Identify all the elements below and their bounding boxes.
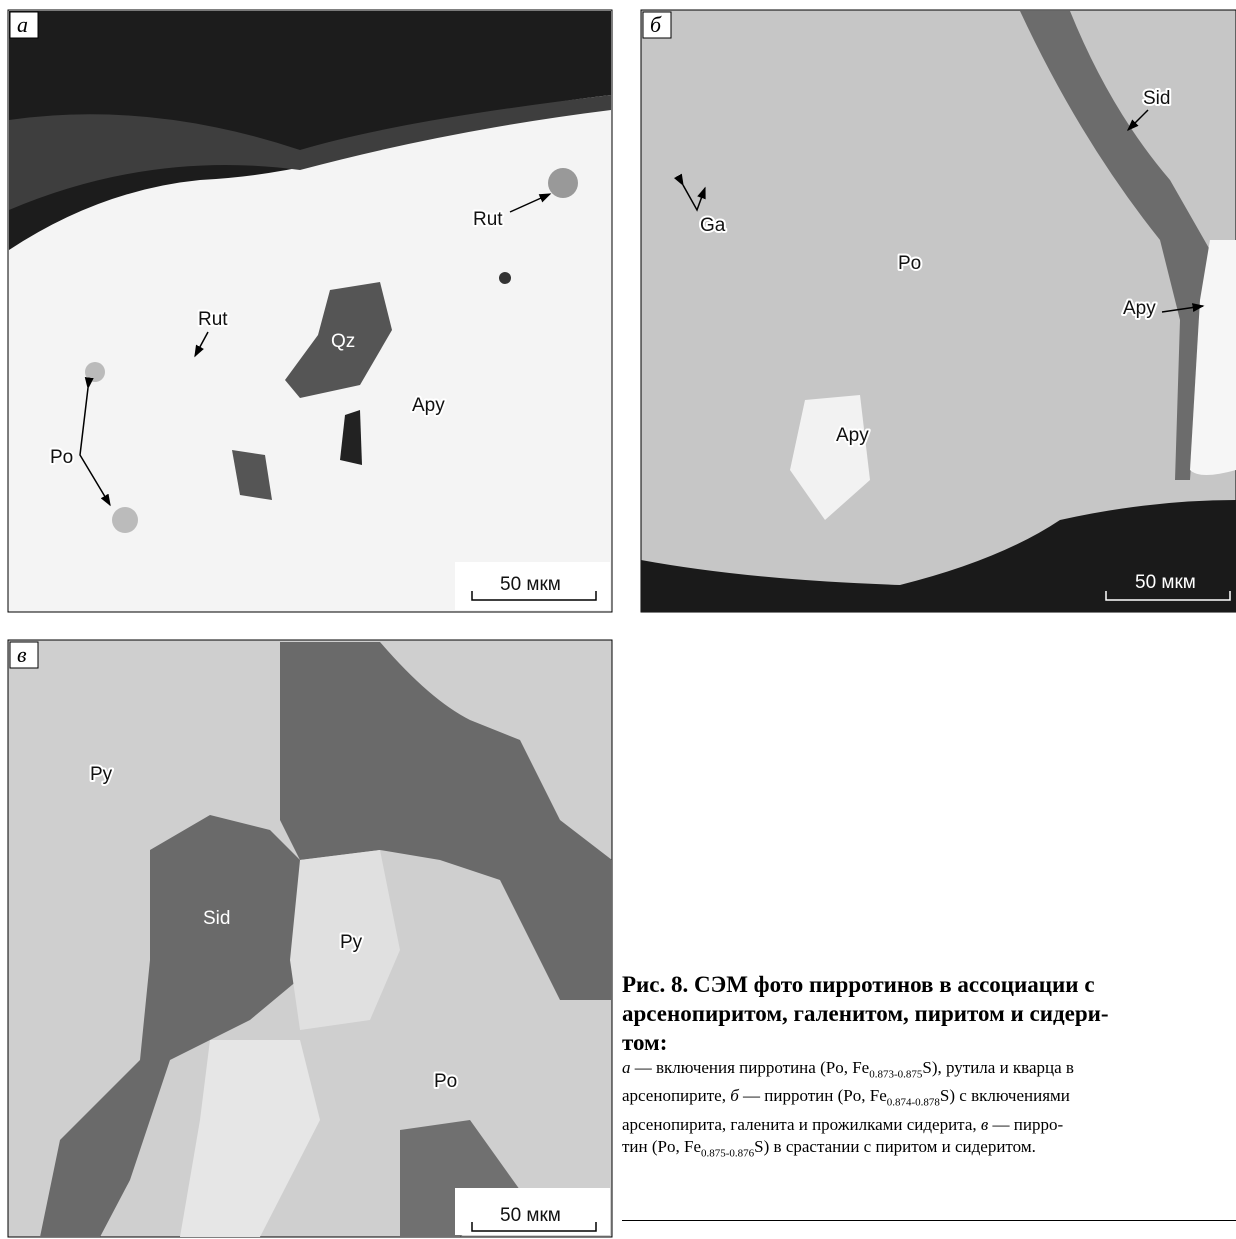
panel-letter: а bbox=[17, 12, 28, 37]
mineral-label: Rut bbox=[473, 209, 503, 230]
mineral-label: Sid bbox=[1143, 88, 1170, 109]
mineral-label: Apy bbox=[1123, 298, 1156, 319]
caption-text: — пирро- bbox=[988, 1114, 1064, 1134]
caption-text: арсенопирита, галенита и прожилками сиде… bbox=[622, 1114, 981, 1134]
mineral-label: Py bbox=[90, 764, 113, 785]
caption-line: арсенопирита, галенита и прожилками сиде… bbox=[622, 1114, 1236, 1136]
caption-line: арсенопирите, б — пирротин (Po, Fe0.874-… bbox=[622, 1085, 1236, 1113]
mineral-label: Apy bbox=[412, 395, 445, 416]
scale-bar-label: 50 мкм bbox=[1135, 572, 1196, 593]
panel-a: а Rut Rut Qz Apy Po 50 мкм bbox=[7, 9, 613, 613]
caption-title: Рис. 8. СЭМ фото пирротинов в ассоциации… bbox=[622, 972, 1095, 997]
caption-line: тин (Po, Fe0.875-0.876S) в срастании с п… bbox=[622, 1136, 1236, 1164]
caption-subscript: 0.874-0.878 bbox=[886, 1096, 940, 1109]
caption-text: — пирротин (Po, Fe bbox=[738, 1086, 887, 1106]
caption-text: S) в срастании с пиритом и сидеритом. bbox=[754, 1136, 1036, 1156]
mineral-label: Qz bbox=[331, 331, 355, 352]
caption-text: S) с включениями bbox=[939, 1086, 1070, 1106]
scale-bar-label: 50 мкм bbox=[500, 574, 561, 595]
mineral-label: Ga bbox=[700, 215, 726, 236]
mineral-label: Apy bbox=[836, 425, 869, 446]
caption-subscript: 0.875-0.876 bbox=[701, 1147, 755, 1160]
panel-letter: в bbox=[17, 642, 27, 667]
caption-title: том: bbox=[622, 1030, 668, 1055]
caption-text: в bbox=[980, 1114, 989, 1134]
panel-letter: б bbox=[650, 12, 662, 37]
caption-rule bbox=[622, 1220, 1236, 1221]
panel-b: б Sid Ga Po Apy Apy 50 мкм bbox=[640, 9, 1236, 613]
mineral-label: Py bbox=[340, 932, 363, 953]
panel-c: в Py Sid Py Po 50 мкм bbox=[7, 639, 613, 1238]
caption-subscript: 0.873-0.875 bbox=[869, 1068, 923, 1081]
mineral-label: Po bbox=[434, 1071, 457, 1092]
caption-text: а bbox=[622, 1058, 631, 1077]
caption-line: а — включения пирротина (Po, Fe0.873-0.8… bbox=[622, 1057, 1236, 1085]
caption-text: тин (Po, Fe bbox=[622, 1136, 701, 1156]
caption-title: арсенопиритом, галенитом, пиритом и сиде… bbox=[622, 1001, 1109, 1026]
mineral-label: Rut bbox=[198, 309, 228, 330]
mineral-label: Sid bbox=[203, 908, 230, 929]
caption-text: б bbox=[730, 1086, 739, 1106]
mineral-label: Po bbox=[898, 253, 921, 274]
caption-text: арсенопирите, bbox=[622, 1086, 731, 1106]
caption: Рис. 8. СЭМ фото пирротинов в ассоциации… bbox=[622, 970, 1236, 1164]
scale-bar-label: 50 мкм bbox=[500, 1205, 561, 1226]
caption-text: — включения пирротина (Po, Fe bbox=[630, 1058, 870, 1077]
caption-text: S), рутила и кварца в bbox=[922, 1058, 1074, 1077]
mineral-label: Po bbox=[50, 447, 73, 468]
